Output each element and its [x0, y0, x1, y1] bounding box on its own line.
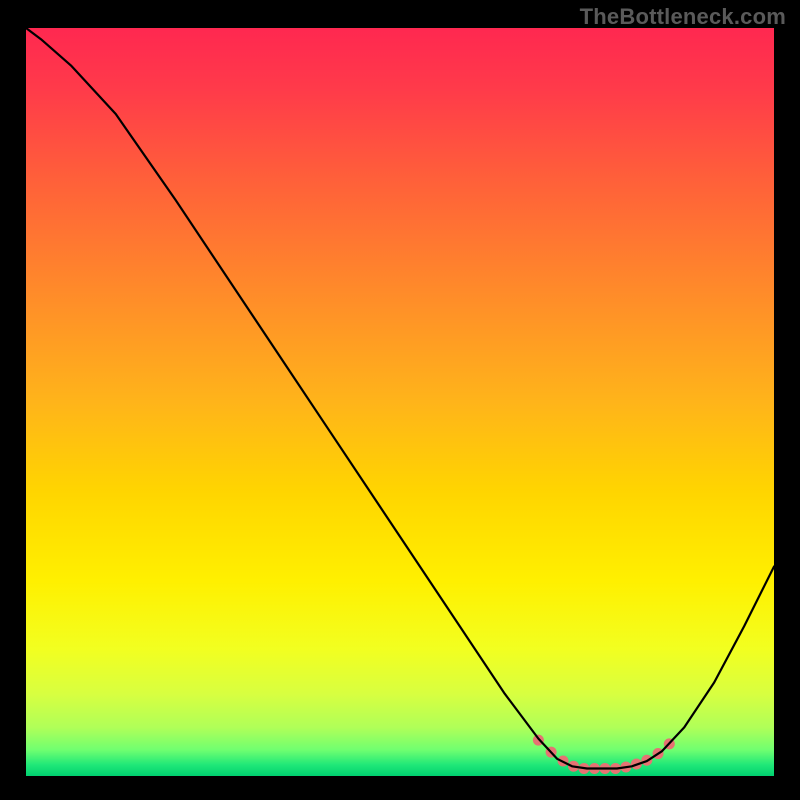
chart-container: TheBottleneck.com	[0, 0, 800, 800]
chart-svg	[26, 28, 774, 776]
background-gradient	[26, 28, 774, 776]
plot-area	[26, 28, 774, 776]
watermark-text: TheBottleneck.com	[580, 4, 786, 30]
